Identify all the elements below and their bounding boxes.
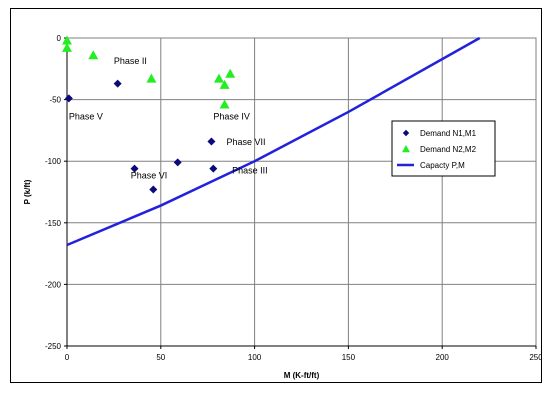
- chart-frame: 0 50 100 150 200 250 0 -50 -100 -150 -200 -250 Phas…: [10, 8, 542, 383]
- y-tick-label: -200: [45, 280, 62, 289]
- legend-label: Demand N1,M1: [420, 129, 477, 138]
- demand-n2m2-point: [146, 73, 157, 83]
- demand-n1m1-point: [209, 164, 218, 173]
- legend-box: [391, 120, 496, 177]
- phase-label: Phase VI: [131, 170, 168, 180]
- x-tick-label: 150: [342, 353, 356, 362]
- x-tick-label: 100: [248, 353, 262, 362]
- chart-svg: 0 50 100 150 200 250 0 -50 -100 -150 -200 -250 Phas…: [23, 34, 541, 380]
- demand-n1m1-point: [130, 164, 139, 173]
- capacity-line: [66, 36, 481, 247]
- tick-layer: 0 50 100 150 200 250 0 -50 -100 -150 -200 -250: [45, 34, 541, 362]
- phase-label: Phase IV: [213, 111, 250, 121]
- y-tick-label: -50: [49, 96, 61, 105]
- x-tick-label: 0: [65, 353, 70, 362]
- phase-label: Phase V: [69, 111, 103, 121]
- demand-n2m2-point: [62, 42, 72, 52]
- demand-n1m1-point: [149, 185, 158, 194]
- plot-area: [66, 37, 537, 347]
- x-tick-label: 250: [529, 353, 541, 362]
- legend-swatch-demand-n2m2: [402, 145, 410, 153]
- demand-n1m1-point: [173, 158, 182, 167]
- legend-swatch-demand-n1m1: [402, 129, 410, 137]
- series-layer: [62, 35, 481, 247]
- legend-label: Capacty P,M: [420, 161, 465, 170]
- legend-label: Demand N2,M2: [420, 145, 477, 154]
- phase-label: Phase II: [114, 56, 147, 66]
- demand-n2m2-point: [219, 79, 230, 89]
- demand-n1m1-point: [113, 79, 122, 88]
- legend: Demand N1,M1 Demand N2,M2 Capacty P,M: [391, 120, 496, 177]
- demand-n2m2-point: [62, 35, 72, 45]
- annotation-layer: Phase II Phase V Phase IV Phase VII Phase VI…: [69, 56, 268, 181]
- y-tick-label: -100: [45, 157, 62, 166]
- grid-layer: [66, 37, 537, 347]
- demand-n1m1-point: [207, 137, 216, 146]
- phase-label: Phase VII: [226, 137, 265, 147]
- x-tick-label: 50: [156, 353, 165, 362]
- demand-n2m2-point: [213, 73, 224, 83]
- x-tick-label: 200: [436, 353, 450, 362]
- y-tick-label: 0: [57, 34, 62, 43]
- demand-n2m2-point: [219, 99, 230, 109]
- y-tick-label: -150: [45, 219, 62, 228]
- y-tick-label: -250: [45, 342, 62, 351]
- phase-label: Phase III: [232, 166, 268, 176]
- demand-n2m2-point: [88, 50, 99, 60]
- demand-n2m2-point: [225, 68, 236, 78]
- demand-n1m1-point: [64, 94, 73, 103]
- y-axis-title: P (k/ft): [23, 179, 32, 204]
- x-axis-title: M (K-ft/ft): [284, 371, 320, 380]
